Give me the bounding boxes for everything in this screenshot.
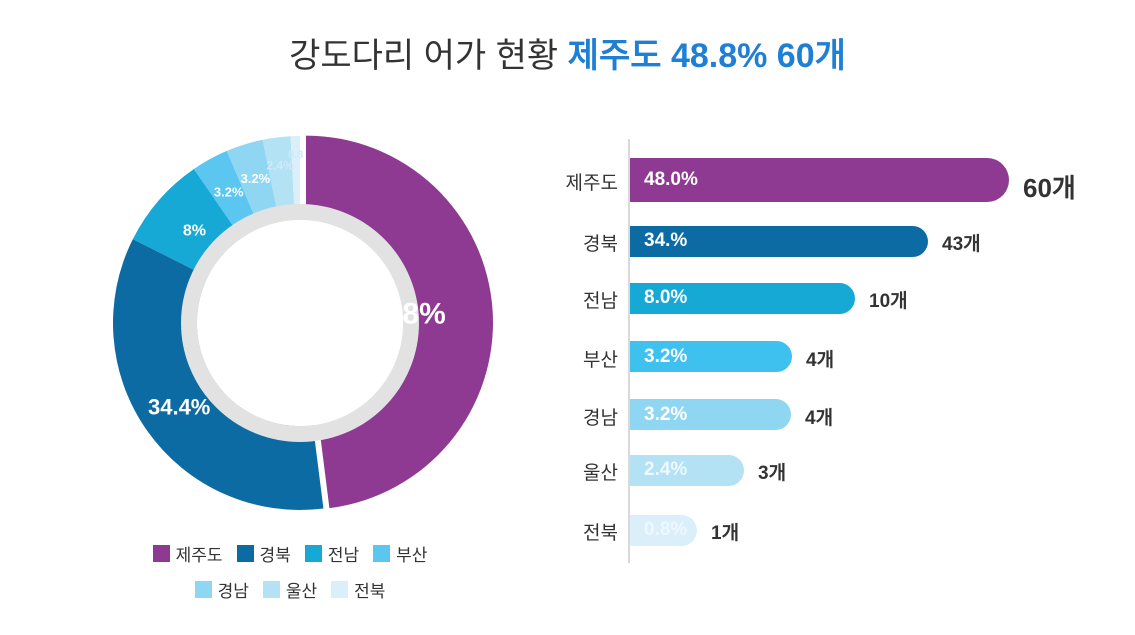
svg-text:8%: 8% (183, 222, 206, 239)
svg-text:0.8: 0.8 (288, 149, 303, 161)
svg-text:3.2%: 3.2% (241, 171, 271, 186)
svg-text:48%: 48% (386, 298, 446, 331)
svg-text:3.2%: 3.2% (214, 185, 244, 200)
svg-text:34.4%: 34.4% (148, 394, 210, 419)
